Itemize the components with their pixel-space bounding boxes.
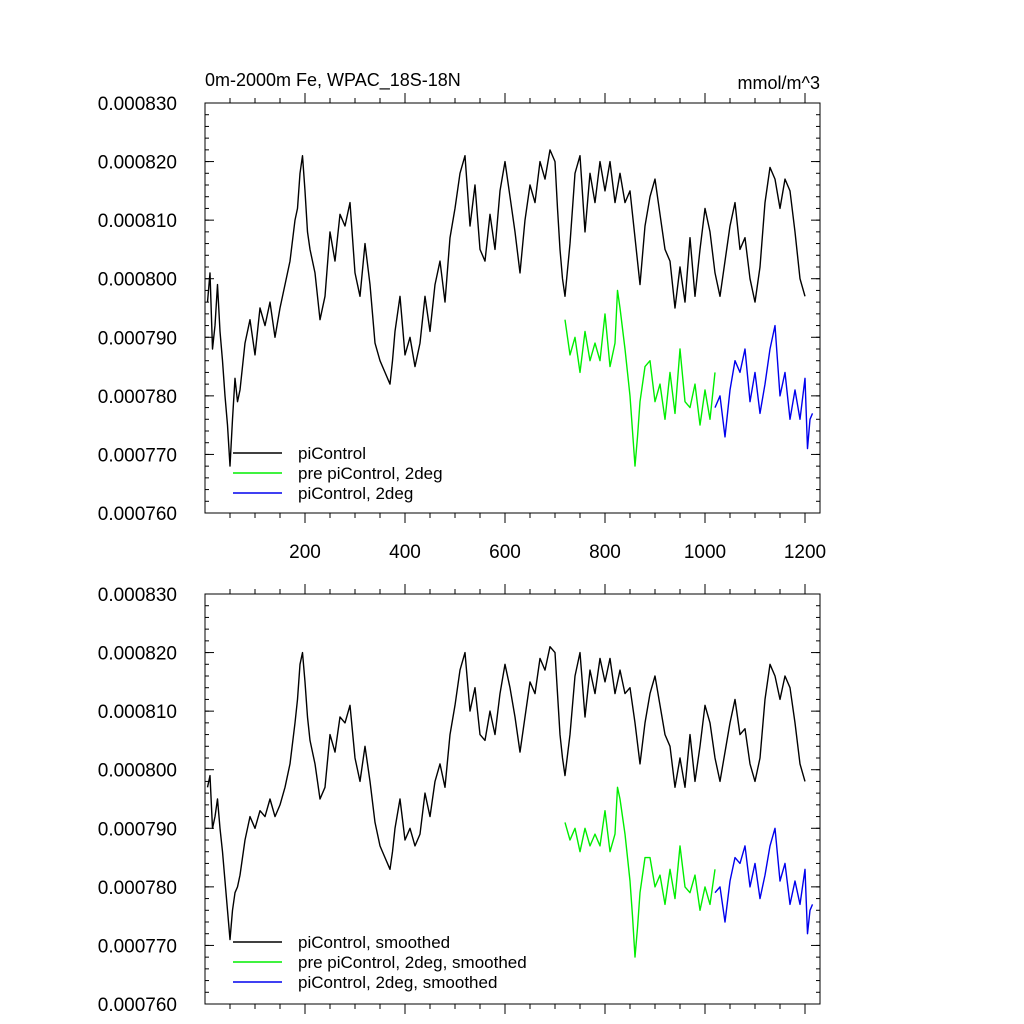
chart-title: 0m-2000m Fe, WPAC_18S-18N <box>205 70 461 91</box>
units-label: mmol/m^3 <box>738 73 820 93</box>
series-line-2 <box>714 827 814 935</box>
x-tick-label: 1000 <box>684 542 726 563</box>
y-tick-label: 0.000800 <box>98 761 177 782</box>
series-line-0 <box>206 149 806 467</box>
x-tick-label: 200 <box>289 542 321 563</box>
x-tick-label: 1200 <box>784 542 826 563</box>
y-tick-label: 0.000830 <box>98 94 177 115</box>
series-line-0 <box>206 646 806 941</box>
legend-label-0: piControl <box>298 444 366 463</box>
legend-label-1: pre piControl, 2deg <box>298 464 443 483</box>
y-tick-label: 0.000760 <box>98 995 177 1016</box>
y-tick-label: 0.000780 <box>98 878 177 899</box>
y-tick-label: 0.000770 <box>98 936 177 957</box>
legend-label-0: piControl, smoothed <box>298 933 450 952</box>
y-tick-label: 0.000810 <box>98 702 177 723</box>
plot-frame <box>204 593 821 1005</box>
top-panel: 0.000760 0.000770 0.000780 0.000790 0.000800… <box>98 70 826 563</box>
y-tick-label: 0.000790 <box>98 819 177 840</box>
x-tick-label: 600 <box>489 542 521 563</box>
y-tick-label: 0.000820 <box>98 644 177 665</box>
series-line-2 <box>714 324 814 450</box>
y-tick-label: 0.000780 <box>98 387 177 408</box>
y-tick-label: 0.000810 <box>98 211 177 232</box>
x-tick-label: 400 <box>389 542 421 563</box>
bottom-panel: 0.000760 0.000770 0.000780 0.000790 0.000800… <box>98 584 821 1016</box>
y-tick-label: 0.000830 <box>98 585 177 606</box>
plot-frame <box>204 102 821 514</box>
legend-label-2: piControl, 2deg, smoothed <box>298 973 497 992</box>
series-line-1 <box>564 786 716 958</box>
series-line-1 <box>564 289 716 467</box>
y-tick-label: 0.000760 <box>98 504 177 525</box>
y-tick-label: 0.000790 <box>98 328 177 349</box>
x-tick-label: 800 <box>589 542 621 563</box>
y-tick-label: 0.000800 <box>98 270 177 291</box>
legend-label-1: pre piControl, 2deg, smoothed <box>298 953 527 972</box>
y-tick-label: 0.000770 <box>98 445 177 466</box>
y-tick-label: 0.000820 <box>98 153 177 174</box>
legend-label-2: piControl, 2deg <box>298 484 413 503</box>
